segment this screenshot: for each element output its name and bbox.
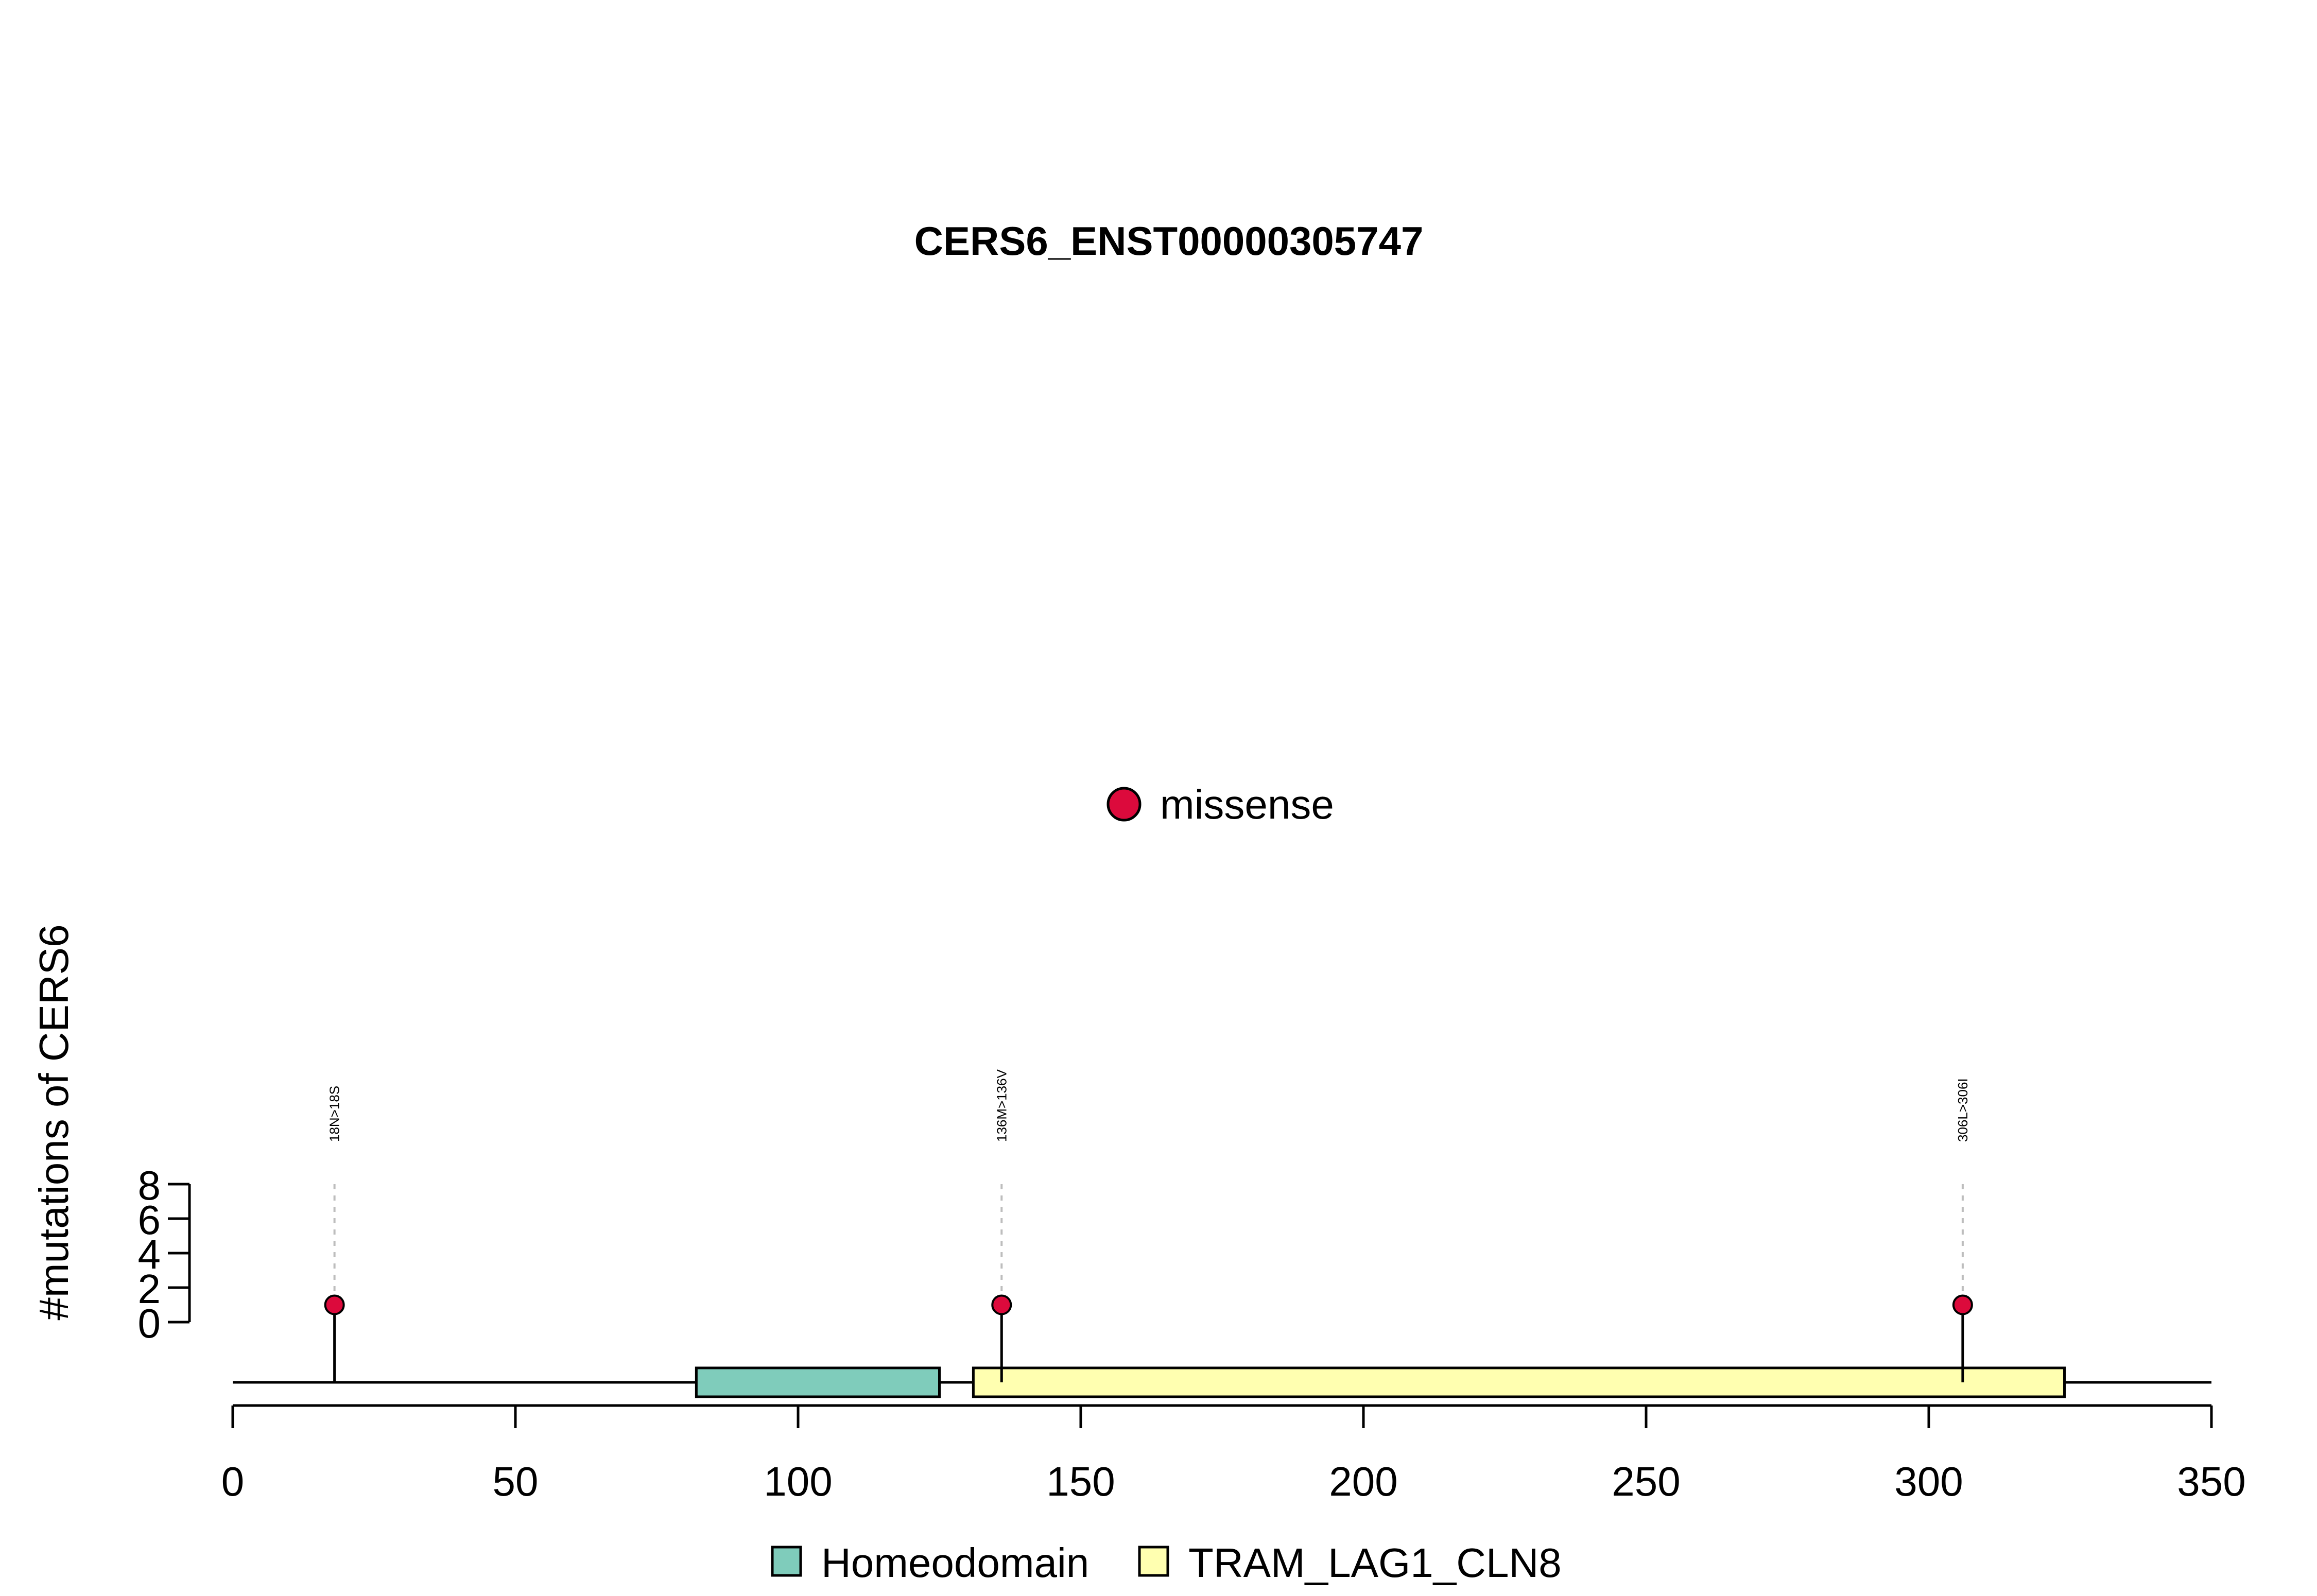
y-tick-label-0: 0 [138,1300,161,1346]
domain-TRAM_LAG1_CLN8 [972,1366,2066,1398]
mutation-lollipops: 18N>18S 136M>136V 306L>306I [324,1069,1973,1382]
x-tick-label-250: 250 [1612,1459,1680,1504]
mutation-point-18N>18S [324,1294,345,1315]
mutation-label-136M>136V: 136M>136V [994,1069,1009,1142]
x-tick-label-0: 0 [221,1459,245,1504]
mutation-legend: missense [1106,782,1334,827]
chart-title: CERS6_ENST00000305747 [914,218,1424,264]
y-tick-label-4: 4 [138,1231,161,1277]
x-tick-label-350: 350 [2177,1459,2245,1504]
protein-domains [695,1366,2066,1398]
legend-marker-missense [1106,787,1142,822]
mutation-point-306L>306I [1952,1294,1973,1315]
x-tick-label-100: 100 [764,1459,832,1504]
x-tick-label-150: 150 [1046,1459,1115,1504]
x-tick-label-300: 300 [1894,1459,1963,1504]
legend-label-missense: missense [1160,782,1334,827]
x-axis: 0 50 100 150 200 250 300 350 [221,1404,2246,1504]
x-tick-label-50: 50 [493,1459,539,1504]
domain-Homeodomain [695,1366,941,1398]
y-axis-label: #mutations of CERS6 [31,924,77,1320]
mutation-label-306L>306I: 306L>306I [1955,1078,1970,1142]
x-tick-label-200: 200 [1329,1459,1397,1504]
legend-swatch-Homeodomain [771,1546,802,1577]
mutation-label-18N>18S: 18N>18S [327,1086,342,1142]
y-tick-label-8: 8 [138,1163,161,1208]
mutation-point-136M>136V [991,1294,1012,1315]
legend-label-Homeodomain: Homeodomain [821,1540,1089,1586]
y-tick-label-2: 2 [138,1266,161,1312]
domain-legend: Homeodomain TRAM_LAG1_CLN8 [771,1540,1562,1586]
legend-label-TRAM_LAG1_CLN8: TRAM_LAG1_CLN8 [1188,1540,1562,1586]
legend-swatch-TRAM_LAG1_CLN8 [1138,1546,1169,1577]
y-tick-label-6: 6 [138,1197,161,1243]
